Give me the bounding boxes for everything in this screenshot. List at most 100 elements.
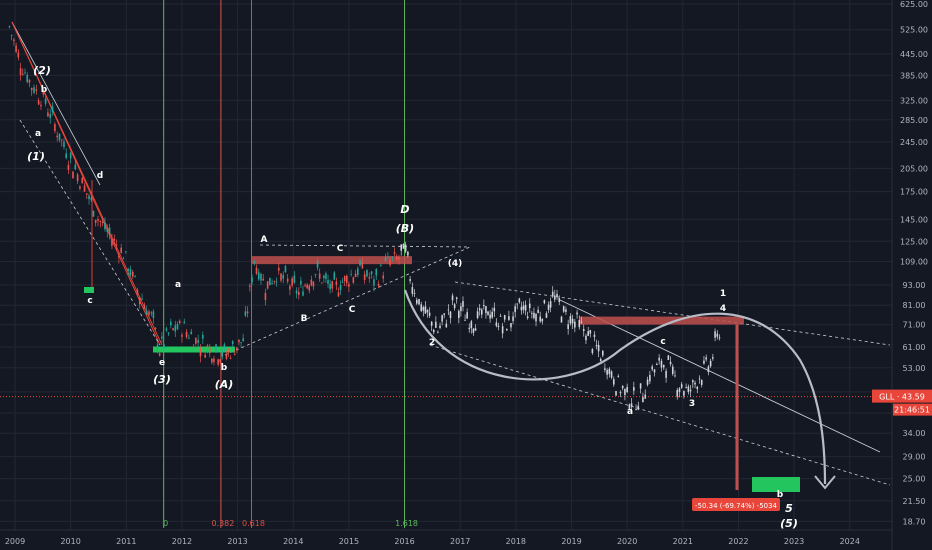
candle-body [167, 332, 170, 334]
wave-label: (5) [780, 517, 798, 530]
candle-body [411, 287, 414, 294]
candle-body [626, 386, 628, 392]
candle-body [449, 311, 452, 318]
y-tick-label: 445.00 [900, 50, 928, 59]
trend-line [259, 244, 471, 248]
candle-body [174, 325, 177, 332]
candle-body [289, 285, 291, 290]
x-tick-label: 2021 [673, 537, 693, 546]
target-label-group: -50.34 (-69.74%) -5034 [692, 498, 780, 511]
candle-body [595, 345, 598, 347]
candle-body [480, 309, 483, 315]
candle-body [549, 301, 552, 308]
candle-body [689, 389, 692, 392]
wave-label: b [221, 363, 228, 373]
fib-label: 1.618 [395, 519, 418, 528]
candle-body [653, 369, 656, 373]
y-tick-label: 325.00 [900, 96, 928, 105]
candle-body [352, 277, 355, 283]
candle-body [306, 284, 308, 289]
candle-body [255, 267, 258, 274]
candle-body [455, 297, 458, 300]
candle-body [21, 73, 24, 75]
candle-body [610, 371, 613, 378]
wave-label: 2 [429, 338, 435, 348]
support-zone [153, 346, 235, 353]
candle-body [181, 334, 183, 337]
candle-body [422, 307, 425, 311]
candle-body [271, 282, 273, 284]
candle-body [101, 222, 104, 223]
x-tick-label: 2020 [617, 537, 637, 546]
wave-label: A [261, 235, 268, 245]
trend-line [11, 21, 101, 186]
price-axis[interactable]: 625.00 525.00 445.00 385.00 325.00 285.00 245.… [900, 0, 928, 526]
candle-body [90, 197, 93, 200]
candle-body [206, 345, 209, 348]
candle-body [413, 293, 416, 294]
wave-label: e [159, 358, 165, 368]
candle-body [487, 311, 489, 316]
candle-body [295, 290, 298, 294]
candle-body [192, 346, 195, 348]
candle-body [391, 256, 394, 258]
candle-body [211, 358, 213, 363]
x-tick-label: 2012 [172, 537, 192, 546]
candle-body [476, 311, 479, 319]
candle-body [113, 238, 116, 241]
candle-body [718, 337, 721, 339]
candle-body [122, 258, 125, 260]
candle-body [195, 337, 197, 344]
candle-body [143, 304, 146, 309]
y-tick-label: 145.00 [900, 215, 928, 224]
candle-body [178, 320, 181, 324]
candle-body [599, 358, 602, 362]
y-tick-label: 29.00 [903, 453, 926, 462]
marker-zone [84, 287, 94, 293]
candle-body [418, 298, 420, 305]
candle-body [593, 334, 596, 337]
candle-body [453, 304, 456, 309]
candle-body [535, 314, 537, 322]
candle-body [700, 379, 703, 385]
candle-body [8, 26, 11, 28]
candle-body [644, 394, 647, 399]
candle-body [83, 185, 86, 192]
candle-body [585, 335, 587, 341]
candle-body [154, 327, 157, 329]
y-tick-label: 81.00 [903, 301, 926, 310]
projection-arc [403, 289, 827, 485]
candle-body [229, 357, 232, 359]
candle-body [565, 309, 567, 312]
candle-body [639, 383, 642, 389]
y-tick-label: 125.00 [900, 237, 928, 246]
time-axis[interactable]: 2009 2010 2011 2012 2013 2014 2015 2016 2017 2018… [5, 537, 860, 546]
candle-body [260, 273, 262, 281]
candle-body [696, 386, 699, 390]
candle-body [60, 139, 63, 141]
candle-body [275, 281, 278, 283]
candle-body [150, 312, 153, 314]
candle-body [141, 298, 143, 300]
candle-body [683, 391, 685, 396]
candle-body [35, 89, 38, 91]
candle-body [337, 292, 340, 297]
candle-body [33, 87, 35, 93]
candle-body [58, 133, 61, 141]
candle-body [458, 310, 460, 319]
candle-body [578, 319, 581, 328]
wave-label: 1 [720, 289, 726, 299]
candle-body [619, 392, 622, 394]
candle-body [402, 243, 405, 249]
candle-body [426, 309, 429, 313]
candle-body [269, 277, 271, 286]
candle-body [474, 328, 477, 331]
candle-body [190, 331, 193, 335]
candle-body [606, 369, 608, 375]
candle-body [651, 366, 653, 370]
candle-body [537, 309, 539, 313]
candle-body [238, 339, 240, 343]
candle-body [556, 293, 558, 297]
candle-body [597, 344, 600, 352]
